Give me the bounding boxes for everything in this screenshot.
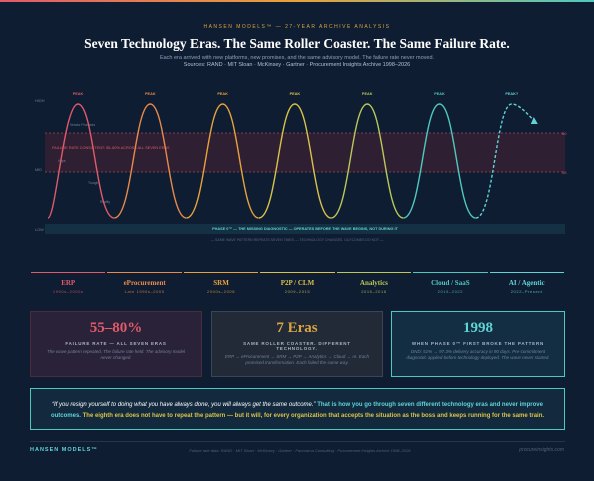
wave: [186, 103, 259, 219]
card-value: 1998: [463, 320, 493, 336]
era-years: 2000s–2008: [207, 289, 236, 294]
phase0-label: PHASE 0™ — THE MISSING DIAGNOSTIC — OPER…: [212, 227, 398, 231]
era: Analytics 2015–2018: [336, 272, 412, 294]
failure-band: [45, 133, 565, 172]
wave: [258, 103, 332, 219]
wave: [403, 103, 476, 219]
wave: [330, 103, 404, 219]
era-name: SRM: [213, 279, 229, 287]
band-mark: 55: [562, 170, 567, 175]
era: ERP 1990s–2000s: [31, 272, 106, 294]
era-years: 2022–Present: [510, 289, 543, 294]
subtitle-block: Each era arrived with new platforms, new…: [0, 55, 594, 68]
phase0-band: [45, 224, 565, 234]
card-text: DND: 51% → 97.3% delivery accuracy in 90…: [406, 349, 550, 360]
annotation: Reality: [100, 200, 110, 204]
era-years: 1990s–2000s: [52, 289, 84, 294]
annotation: Vendor Promises: [70, 123, 95, 127]
era-name: P2P / CLM: [280, 279, 315, 287]
quote-conclusion: The eighth era does not have to repeat t…: [82, 413, 545, 419]
level-label: HIGH: [35, 99, 45, 103]
level-label: LOW: [35, 228, 44, 232]
band-mark: 80: [562, 131, 567, 136]
era-name: eProcurement: [123, 279, 166, 287]
era: SRM 2000s–2008: [183, 272, 259, 294]
era-name: AI / Agentic: [508, 279, 545, 287]
card-text: ERP → eProcurement → SRM → P2P → Analyti…: [224, 354, 370, 365]
sources: Sources: RAND · MIT Sloan · McKinsey · G…: [183, 61, 411, 68]
card: 1998 WHEN PHASE 0™ FIRST BROKE THE PATTE…: [391, 311, 565, 377]
quote-text: “If you resign yourself to doing what yo…: [52, 402, 316, 408]
subtitle: Each era arrived with new platforms, new…: [159, 55, 435, 61]
era-name: Cloud / SaaS: [431, 279, 470, 287]
wave: [475, 103, 537, 219]
card-label: WHEN PHASE 0™ FIRST BROKE THE PATTERN: [411, 341, 545, 346]
level-label: MID: [35, 168, 42, 172]
annotation: Trough: [88, 181, 98, 185]
peak-label: PEAK: [145, 92, 156, 96]
era: AI / Agentic 2022–Present: [489, 272, 564, 294]
footer-brand: HANSEN MODELS™: [30, 447, 98, 453]
title: Seven Technology Eras. The Same Roller C…: [84, 36, 510, 51]
era-years: 2015–2018: [361, 289, 387, 294]
card-label: SAME ROLLER COASTER. DIFFERENT TECHNOLOG…: [243, 341, 351, 351]
card-value: 7 Eras: [276, 320, 318, 336]
era: P2P / CLM 2009–2015: [260, 272, 335, 294]
card: 7 Eras SAME ROLLER COASTER. DIFFERENT TE…: [211, 311, 383, 377]
kicker: HANSEN MODELS™ — 27-YEAR ARCHIVE ANALYSI…: [203, 24, 391, 30]
repeat-note: — SAME WAVE PATTERN REPEATS SEVEN TIMES …: [211, 238, 384, 242]
peak-label: PEAK: [434, 92, 445, 96]
card-text: The wave pattern repeated. The failure r…: [46, 349, 186, 360]
footer-note: Failure rate data: RAND · MIT Sloan · Mc…: [189, 448, 411, 453]
era-name: ERP: [61, 279, 76, 287]
card-label: FAILURE RATE — ALL SEVEN ERAS: [65, 341, 167, 346]
quote-emphasis: That is how you go through seven differe…: [50, 402, 543, 419]
peak-label: PEAK: [290, 92, 301, 96]
peak-label: PEAK: [362, 92, 373, 96]
era-years: 2009–2015: [284, 289, 311, 294]
card: 55–80% FAILURE RATE — ALL SEVEN ERAS The…: [30, 311, 202, 377]
quote-box: “If you resign yourself to doing what yo…: [30, 388, 565, 430]
footer-rule: [30, 441, 565, 442]
era: eProcurement Late 1990s–2005: [107, 272, 182, 294]
era-years: 2015–2022: [437, 289, 464, 294]
era-name: Analytics: [359, 279, 388, 287]
wave: [47, 103, 115, 219]
footer-site: procureinsights.com: [519, 447, 564, 453]
wave-arrow: [530, 117, 538, 124]
annotation: Hype: [58, 159, 66, 163]
top-bar: [0, 0, 594, 2]
peak-label: PEAK?: [505, 92, 519, 96]
failure-band-label: FAILURE RATE CONSISTENT: 55–80% ACROSS A…: [52, 146, 170, 150]
peak-label: PEAK: [73, 92, 84, 96]
era: Cloud / SaaS 2015–2022: [413, 272, 488, 294]
era-years: Late 1990s–2005: [124, 289, 165, 294]
peak-label: PEAK: [217, 92, 228, 96]
wave: [114, 103, 187, 219]
card-value: 55–80%: [89, 320, 143, 336]
wave-diagram: FAILURE RATE CONSISTENT: 55–80% ACROSS A…: [35, 92, 567, 242]
